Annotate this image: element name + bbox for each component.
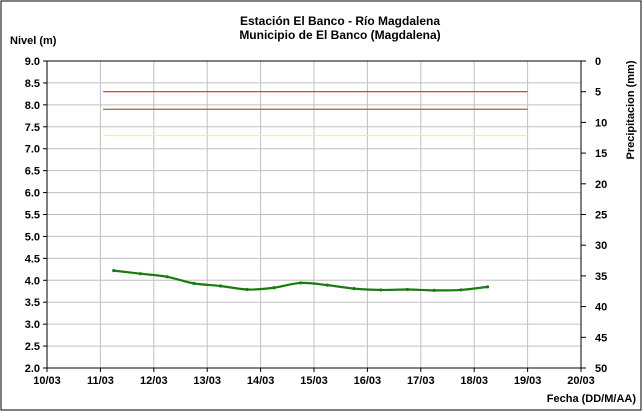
- chart-subtitle: Municipio de El Banco (Magdalena): [239, 28, 440, 42]
- y-tick-label: 8.0: [25, 100, 40, 112]
- y2-tick-label: 35: [595, 271, 607, 283]
- y2-tick-label: 10: [595, 117, 607, 129]
- series: [112, 269, 490, 292]
- level-data-point: [299, 281, 303, 285]
- level-data-point: [379, 288, 383, 292]
- x-tick-label: 18/03: [460, 375, 488, 387]
- y2-tick-label: 45: [595, 332, 607, 344]
- level-data-point: [192, 281, 196, 285]
- level-data-point: [432, 288, 436, 292]
- y-tick-label: 3.5: [25, 297, 40, 309]
- x-tick-label: 11/03: [87, 375, 114, 387]
- y-tick-label: 4.5: [25, 253, 40, 265]
- x-tick-label: 15/03: [300, 375, 328, 387]
- y2-tick-label: 5: [595, 87, 601, 99]
- x-tick-label: 19/03: [514, 375, 542, 387]
- y2-tick-label: 50: [595, 363, 607, 375]
- x-tick-label: 20/03: [567, 375, 595, 387]
- level-data-point: [112, 269, 116, 273]
- y-tick-label: 2.0: [25, 363, 40, 375]
- x-tick-label: 16/03: [354, 375, 382, 387]
- y-tick-label: 6.5: [25, 166, 40, 178]
- level-data-point: [352, 287, 356, 291]
- level-data-point: [405, 287, 410, 292]
- y-tick-label: 9.0: [25, 56, 40, 68]
- x-tick-label: 13/03: [193, 375, 221, 387]
- y-tick-label: 3.0: [25, 319, 40, 331]
- chart-title: Estación El Banco - Río Magdalena: [240, 14, 440, 28]
- y2-tick-label: 0: [595, 56, 601, 68]
- x-tick-label: 12/03: [140, 375, 168, 387]
- level-data-point: [325, 283, 329, 287]
- x-axis-label: Fecha (DD/M/AA): [547, 393, 637, 405]
- y2-tick-label: 15: [595, 148, 607, 160]
- axes: 10/03 11/03 12/03 13/03 14/03 15/03 16/03 17/03…: [25, 56, 608, 387]
- level-data-point: [165, 275, 169, 279]
- x-tick-label: 17/03: [407, 375, 435, 387]
- y-tick-label: 5.0: [25, 231, 40, 243]
- level-data-point: [272, 286, 276, 290]
- level-data-point: [485, 285, 490, 289]
- y2-tick-label: 30: [595, 240, 607, 252]
- y2-tick-label: 20: [595, 179, 607, 191]
- y-axis-label: Nivel (m): [10, 35, 57, 47]
- y2-tick-label: 25: [595, 210, 607, 222]
- level-data-point: [459, 288, 463, 292]
- x-tick-label: 10/03: [33, 375, 61, 387]
- y-tick-label: 2.5: [25, 341, 40, 353]
- y-tick-label: 6.0: [25, 188, 40, 200]
- y-tick-label: 7.5: [25, 122, 40, 134]
- y2-axis-label: Precipitacion (mm): [625, 60, 637, 159]
- level-data-point: [245, 287, 249, 292]
- grid: [47, 61, 581, 368]
- y-tick-label: 5.5: [25, 210, 40, 222]
- threshold-lines: [103, 91, 528, 137]
- y-tick-label: 4.0: [25, 275, 40, 287]
- y2-tick-label: 40: [595, 302, 607, 314]
- y-tick-label: 8.5: [25, 78, 40, 90]
- x-tick-label: 14/03: [247, 375, 275, 387]
- level-data-point: [138, 272, 143, 276]
- level-data-point: [218, 284, 223, 288]
- y-tick-label: 7.0: [25, 144, 40, 156]
